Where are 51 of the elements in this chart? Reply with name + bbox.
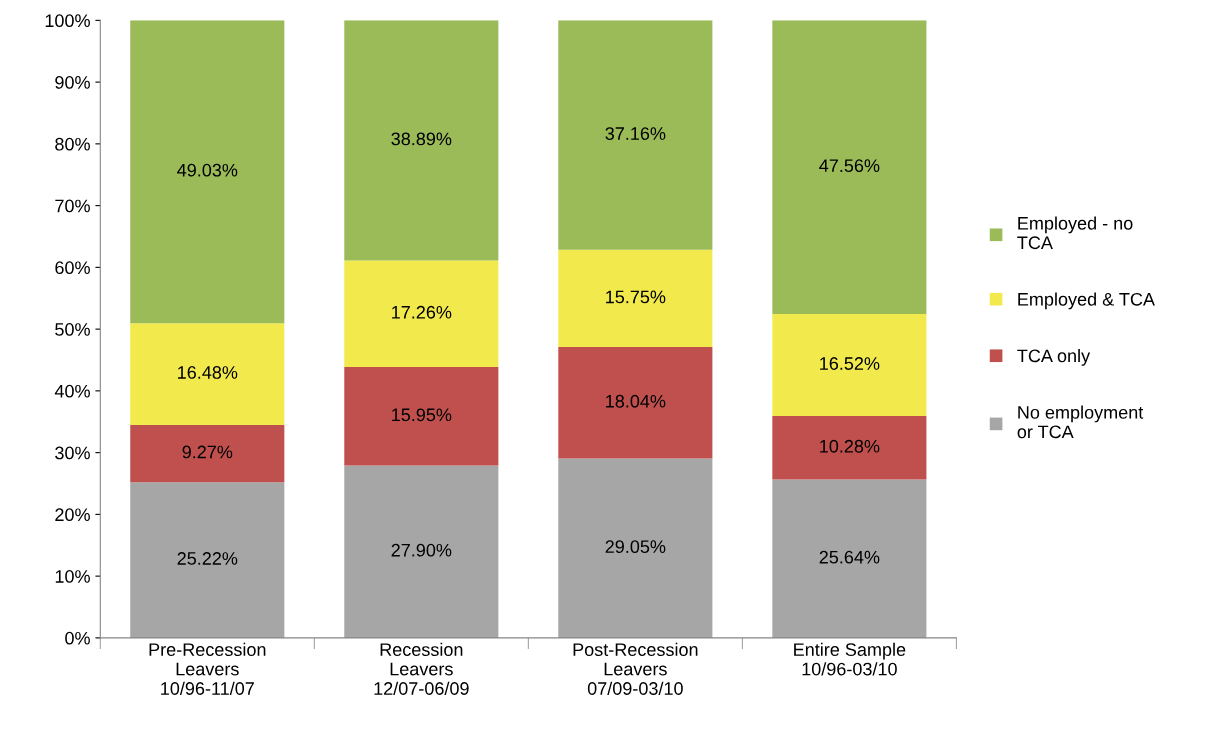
data-label: 17.26%: [392, 305, 452, 319]
bar: [772, 20, 927, 315]
legend-label: No employment or TCA: [1017, 405, 1144, 439]
legend-label: Employed & TCA: [1018, 292, 1155, 310]
y-tick-label: 100%: [45, 14, 90, 28]
bar: [130, 482, 285, 638]
y-tick-label: 30%: [55, 446, 90, 460]
x-tick-label: Post-Recession Leavers 07/09-03/10: [573, 642, 698, 695]
data-label: 38.89%: [391, 132, 452, 146]
bar: [344, 367, 499, 466]
data-label: 9.27%: [182, 445, 233, 459]
bar: [558, 20, 713, 250]
bar: [558, 347, 713, 459]
bar: [772, 416, 927, 480]
bar: [772, 314, 927, 417]
bar: [130, 323, 285, 425]
x-tick-label: Entire Sample 10/96-03/10: [794, 642, 906, 676]
bar: [558, 249, 713, 348]
y-tick-label: 20%: [55, 508, 90, 522]
data-label: 47.56%: [819, 159, 880, 173]
bar: [344, 465, 499, 638]
y-tick-label: 70%: [55, 199, 90, 213]
x-tick-label: Recession Leavers 12/07-06/09: [374, 642, 469, 695]
bar: [344, 20, 499, 261]
data-label: 49.03%: [177, 163, 238, 177]
legend-label: Employed - no TCA: [1017, 216, 1133, 250]
bar: [772, 479, 927, 638]
data-label: 10.28%: [820, 439, 880, 453]
data-label: 25.64%: [819, 550, 880, 564]
y-tick-label: 80%: [55, 137, 90, 151]
data-label: 37.16%: [605, 127, 666, 140]
y-tick-label: 0%: [65, 631, 90, 645]
data-label: 15.75%: [606, 290, 666, 304]
y-tick-label: 10%: [55, 570, 90, 583]
data-label: 18.04%: [606, 394, 666, 408]
data-label: 29.05%: [605, 540, 666, 554]
legend-label: TCA only: [1017, 348, 1091, 366]
bar: [558, 458, 713, 638]
data-label: 25.22%: [177, 552, 238, 565]
data-label: 27.90%: [391, 543, 452, 557]
data-label: 15.95%: [392, 408, 452, 422]
y-tick-label: 90%: [55, 76, 90, 89]
data-label: 16.48%: [178, 366, 238, 379]
bar: [130, 20, 285, 324]
data-label: 16.52%: [820, 357, 880, 370]
y-tick-label: 40%: [54, 384, 90, 398]
x-tick-label: Pre-Recession Leavers 10/96-11/07: [149, 642, 266, 695]
y-tick-label: 50%: [55, 323, 90, 336]
bar: [130, 424, 285, 483]
bar: [344, 260, 499, 368]
y-tick-label: 60%: [55, 261, 90, 275]
